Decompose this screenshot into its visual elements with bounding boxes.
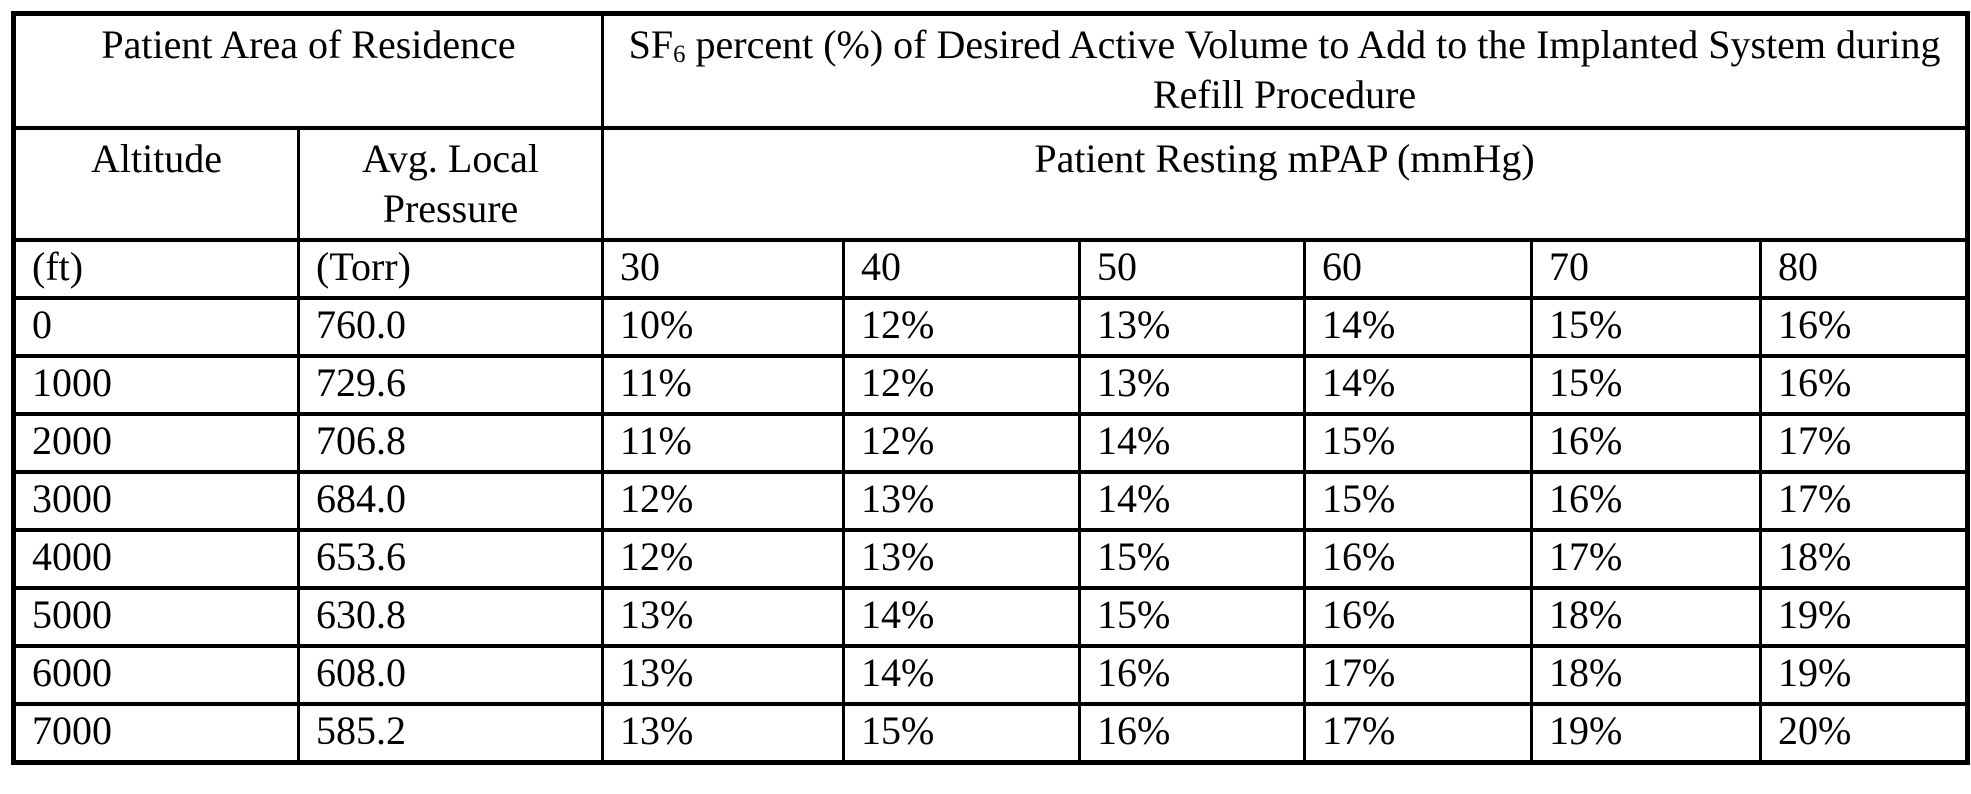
pressure-value: 608.0 xyxy=(296,643,605,706)
pct-mpap50: 13% xyxy=(1078,353,1307,416)
header-avg-local-pressure: Avg. Local Pressure xyxy=(296,125,605,242)
pct-mpap30: 10% xyxy=(601,295,846,358)
pressure-value: 684.0 xyxy=(296,469,605,532)
pct-mpap40: 14% xyxy=(842,585,1082,648)
pressure-value: 630.8 xyxy=(296,585,605,648)
header-row-1: Patient Area of Residence SF6 percent (%… xyxy=(11,11,1970,130)
pct-mpap30: 12% xyxy=(601,527,846,590)
pct-mpap60: 15% xyxy=(1303,411,1534,474)
table-row-altitude-6000: 6000 608.0 13% 14% 16% 17% 18% 19% xyxy=(12,643,1970,706)
table-row-altitude-0: 0 760.0 10% 12% 13% 14% 15% 16% xyxy=(12,295,1970,358)
pct-mpap60: 16% xyxy=(1303,585,1534,648)
header-avg-local-pressure-label: Avg. Local Pressure xyxy=(362,135,539,231)
pct-mpap30: 12% xyxy=(601,469,846,532)
pct-mpap50: 13% xyxy=(1078,295,1307,358)
pct-mpap50: 14% xyxy=(1078,411,1307,474)
pct-mpap70: 19% xyxy=(1530,701,1763,764)
pct-mpap30: 13% xyxy=(601,585,846,648)
refill-table-container: Patient Area of Residence SF6 percent (%… xyxy=(11,11,1971,765)
table-row-altitude-4000: 4000 653.6 12% 13% 15% 16% 17% 18% xyxy=(12,527,1970,590)
mpap-col-40: 40 xyxy=(842,237,1082,300)
mpap-col-30: 30 xyxy=(601,237,846,300)
mpap-col-60: 60 xyxy=(1303,237,1534,300)
pressure-value: 585.2 xyxy=(296,701,605,764)
header-mpap-label: Patient Resting mPAP (mmHg) xyxy=(1034,135,1535,181)
header-altitude-label: Altitude xyxy=(90,135,223,181)
table-row-altitude-1000: 1000 729.6 11% 12% 13% 14% 15% 16% xyxy=(12,353,1970,416)
pct-mpap70: 18% xyxy=(1530,643,1763,706)
pct-mpap70: 16% xyxy=(1530,469,1763,532)
altitude-value: 3000 xyxy=(12,469,300,532)
pct-mpap30: 11% xyxy=(601,353,846,416)
unit-altitude: (ft) xyxy=(12,237,300,300)
altitude-value: 2000 xyxy=(12,411,300,474)
header-patient-area: Patient Area of Residence xyxy=(11,11,605,130)
pct-mpap40: 13% xyxy=(842,527,1082,590)
pct-mpap60: 15% xyxy=(1303,469,1534,532)
pct-mpap30: 11% xyxy=(601,411,846,474)
pct-mpap50: 15% xyxy=(1078,527,1307,590)
table-row-altitude-7000: 7000 585.2 13% 15% 16% 17% 19% 20% xyxy=(12,701,1970,764)
pct-mpap80: 19% xyxy=(1759,585,1970,648)
pct-mpap70: 15% xyxy=(1530,353,1763,416)
unit-row: (ft) (Torr) 30 40 50 60 70 80 xyxy=(12,237,1970,300)
sf6-prefix: SF xyxy=(628,22,674,67)
sf6-rest: percent (%) of Desired Active Volume to … xyxy=(685,22,1941,117)
altitude-value: 5000 xyxy=(12,585,300,648)
pct-mpap80: 18% xyxy=(1759,527,1970,590)
header-mpap: Patient Resting mPAP (mmHg) xyxy=(601,125,1970,242)
pressure-value: 729.6 xyxy=(296,353,605,416)
sf6-subscript: 6 xyxy=(673,41,686,69)
pressure-value: 706.8 xyxy=(296,411,605,474)
pct-mpap70: 18% xyxy=(1530,585,1763,648)
pressure-value: 653.6 xyxy=(296,527,605,590)
mpap-col-80: 80 xyxy=(1759,237,1970,300)
pct-mpap80: 17% xyxy=(1759,469,1970,532)
pct-mpap40: 12% xyxy=(842,295,1082,358)
pct-mpap40: 12% xyxy=(842,411,1082,474)
pct-mpap60: 17% xyxy=(1303,701,1534,764)
pct-mpap60: 17% xyxy=(1303,643,1534,706)
mpap-col-70: 70 xyxy=(1530,237,1763,300)
pct-mpap80: 17% xyxy=(1759,411,1970,474)
pct-mpap80: 16% xyxy=(1759,295,1970,358)
sf6-refill-table: Patient Area of Residence SF6 percent (%… xyxy=(11,11,1971,765)
pct-mpap50: 16% xyxy=(1078,701,1307,764)
pct-mpap40: 14% xyxy=(842,643,1082,706)
pct-mpap50: 15% xyxy=(1078,585,1307,648)
altitude-value: 1000 xyxy=(12,353,300,416)
header-altitude: Altitude xyxy=(12,125,300,242)
mpap-col-50: 50 xyxy=(1078,237,1307,300)
pct-mpap30: 13% xyxy=(601,701,846,764)
pct-mpap40: 13% xyxy=(842,469,1082,532)
pct-mpap40: 12% xyxy=(842,353,1082,416)
table-row-altitude-2000: 2000 706.8 11% 12% 14% 15% 16% 17% xyxy=(12,411,1970,474)
pct-mpap80: 16% xyxy=(1759,353,1970,416)
pct-mpap50: 14% xyxy=(1078,469,1307,532)
pct-mpap60: 14% xyxy=(1303,295,1534,358)
pct-mpap60: 16% xyxy=(1303,527,1534,590)
altitude-value: 4000 xyxy=(12,527,300,590)
pct-mpap80: 19% xyxy=(1759,643,1970,706)
pct-mpap30: 13% xyxy=(601,643,846,706)
pct-mpap50: 16% xyxy=(1078,643,1307,706)
table-row-altitude-3000: 3000 684.0 12% 13% 14% 15% 16% 17% xyxy=(12,469,1970,532)
table-row-altitude-5000: 5000 630.8 13% 14% 15% 16% 18% 19% xyxy=(12,585,1970,648)
pct-mpap60: 14% xyxy=(1303,353,1534,416)
pct-mpap70: 17% xyxy=(1530,527,1763,590)
pct-mpap70: 15% xyxy=(1530,295,1763,358)
pct-mpap70: 16% xyxy=(1530,411,1763,474)
pct-mpap40: 15% xyxy=(842,701,1082,764)
header-row-2: Altitude Avg. Local Pressure Patient Res… xyxy=(12,125,1970,242)
pct-mpap80: 20% xyxy=(1759,701,1970,764)
altitude-value: 7000 xyxy=(12,701,300,764)
altitude-value: 6000 xyxy=(12,643,300,706)
altitude-value: 0 xyxy=(12,295,300,358)
header-patient-area-label: Patient Area of Residence xyxy=(101,22,516,67)
pressure-value: 760.0 xyxy=(296,295,605,358)
header-sf6-percent: SF6 percent (%) of Desired Active Volume… xyxy=(601,11,1970,130)
unit-pressure: (Torr) xyxy=(296,237,605,300)
